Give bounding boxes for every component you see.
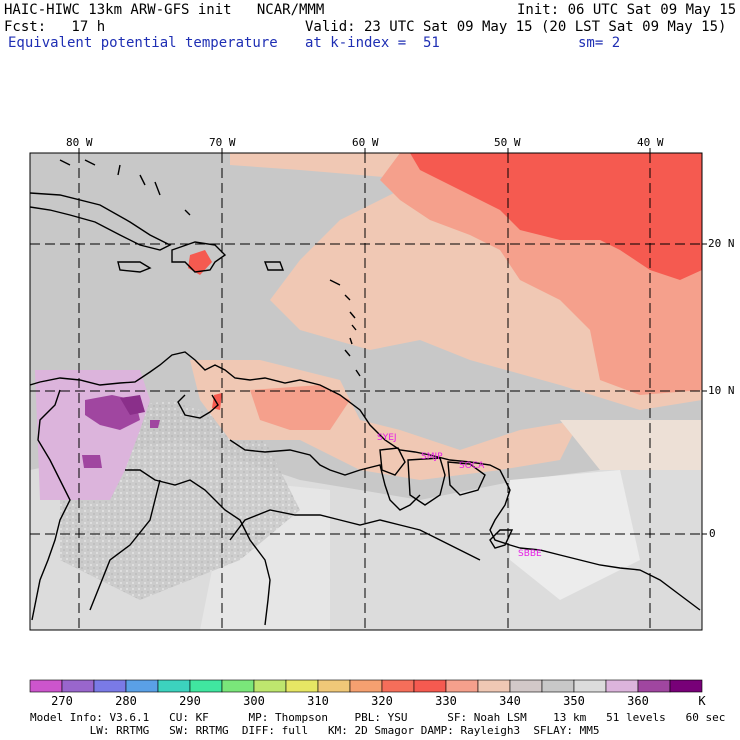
field-name: Equivalent potential temperature xyxy=(8,35,278,51)
colorbar-swatch xyxy=(29,679,63,693)
colorbar-swatch xyxy=(61,679,95,693)
field-salmon-venezuela xyxy=(250,385,350,430)
smoothing: sm= 2 xyxy=(578,35,621,51)
colorbar-tick-label: 360 xyxy=(627,694,649,708)
field-lighter-se xyxy=(510,470,640,600)
field-purple-dark xyxy=(120,395,145,415)
colorbar-swatch xyxy=(189,679,223,693)
lat-label-0: 0 xyxy=(709,527,716,540)
station-label-syej: SYEJ xyxy=(377,433,397,443)
colorbar-tick-label: 330 xyxy=(435,694,457,708)
field-red-core xyxy=(410,153,702,280)
lon-label-70w: 70 W xyxy=(209,136,236,149)
axis-ticks xyxy=(78,148,707,535)
colorbar-swatch xyxy=(637,679,671,693)
forecast-hour: Fcst: 17 h xyxy=(4,19,106,35)
colorbar-tick-label: 340 xyxy=(499,694,521,708)
colorbar-tick-label: 290 xyxy=(179,694,201,708)
colorbar-tick-label: 310 xyxy=(307,694,329,708)
colorbar-swatch xyxy=(509,679,543,693)
colorbar-tick-label: 280 xyxy=(115,694,137,708)
map-field: SYEJ SMJP SOCA SBBE xyxy=(30,153,702,630)
colorbar-unit: K xyxy=(698,694,706,708)
graticule xyxy=(30,153,702,630)
colorbar-swatch xyxy=(253,679,287,693)
init-time: Init: 06 UTC Sat 09 May 15 xyxy=(517,2,737,18)
lon-label-80w: 80 W xyxy=(66,136,93,149)
colorbar-swatch xyxy=(285,679,319,693)
level-index: at k-index = 51 xyxy=(305,35,440,51)
colorbar-tick-label: 300 xyxy=(243,694,265,708)
colorbar-swatch xyxy=(93,679,127,693)
model-title: HAIC-HIWC 13km ARW-GFS init NCAR/MMM xyxy=(4,2,325,18)
colorbar-swatch xyxy=(413,679,447,693)
field-red-maracaibo xyxy=(212,393,222,410)
colorbar-swatch xyxy=(317,679,351,693)
lat-label-10n: 10 N xyxy=(708,384,735,397)
field-purple-spot xyxy=(150,420,160,428)
field-red-hispaniola xyxy=(188,250,212,275)
station-label-smjp: SMJP xyxy=(421,452,443,462)
colorbar xyxy=(29,679,703,693)
lon-label-40w: 40 W xyxy=(637,136,664,149)
lat-label-20n: 20 N xyxy=(708,237,735,250)
station-label-soca: SOCA xyxy=(459,461,485,471)
colorbar-swatch xyxy=(669,679,703,693)
colorbar-swatch xyxy=(157,679,191,693)
colorbar-swatch xyxy=(125,679,159,693)
colorbar-tick-label: 320 xyxy=(371,694,393,708)
colorbar-swatch xyxy=(349,679,383,693)
valid-time: Valid: 23 UTC Sat 09 May 15 (20 LST Sat … xyxy=(305,19,727,35)
field-purple-south xyxy=(82,455,102,468)
colorbar-tick-label: 350 xyxy=(563,694,585,708)
model-info-line2: LW: RRTMG SW: RRTMG DIFF: full KM: 2D Sm… xyxy=(30,724,600,737)
colorbar-swatch xyxy=(221,679,255,693)
field-peach-east xyxy=(560,420,702,470)
colorbar-swatch xyxy=(605,679,639,693)
colorbar-tick-label: 270 xyxy=(51,694,73,708)
station-label-sbbe: SBBE xyxy=(518,549,542,559)
colorbar-swatch xyxy=(477,679,511,693)
lon-label-60w: 60 W xyxy=(352,136,379,149)
colorbar-swatch xyxy=(541,679,575,693)
model-info-line1: Model Info: V3.6.1 CU: KF MP: Thompson P… xyxy=(30,711,726,724)
lon-label-50w: 50 W xyxy=(494,136,521,149)
colorbar-swatch xyxy=(445,679,479,693)
colorbar-swatch xyxy=(381,679,415,693)
colorbar-swatch xyxy=(573,679,607,693)
